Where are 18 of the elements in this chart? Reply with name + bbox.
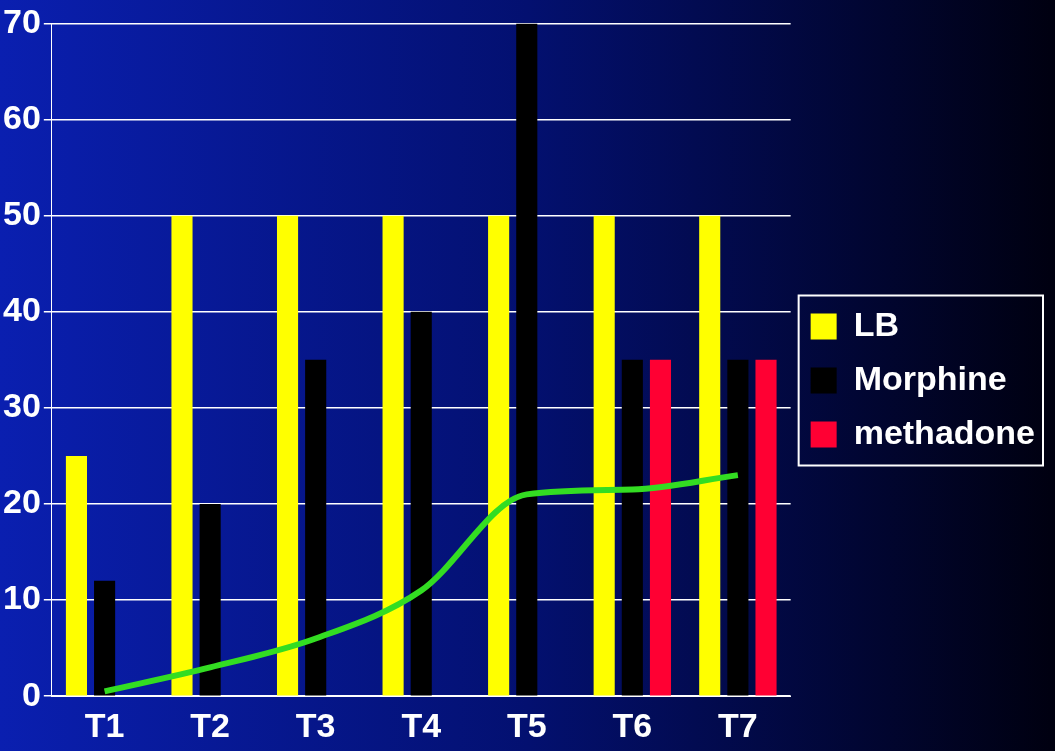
x-tick-label: T4 [401,705,442,744]
y-tick-label: 70 [2,1,41,40]
y-tick-label: 0 [21,674,41,713]
y-tick-label: 60 [2,97,41,136]
y-tick-label: 30 [2,386,41,425]
legend-label: LB [853,304,899,343]
y-tick-label: 10 [2,578,41,617]
y-tick-label: 50 [2,194,41,232]
x-tick-label: T7 [718,705,758,744]
x-tick-label: T3 [295,705,336,744]
y-tick-label: 40 [2,290,41,329]
x-tick-label: T1 [84,705,125,744]
x-tick-label: T6 [612,705,653,744]
legend-label: Morphine [853,358,1007,397]
x-tick-label: T2 [190,705,230,744]
legend-label: methadone [853,412,1035,451]
x-tick-label: T5 [506,705,547,744]
y-tick-label: 20 [2,482,41,521]
